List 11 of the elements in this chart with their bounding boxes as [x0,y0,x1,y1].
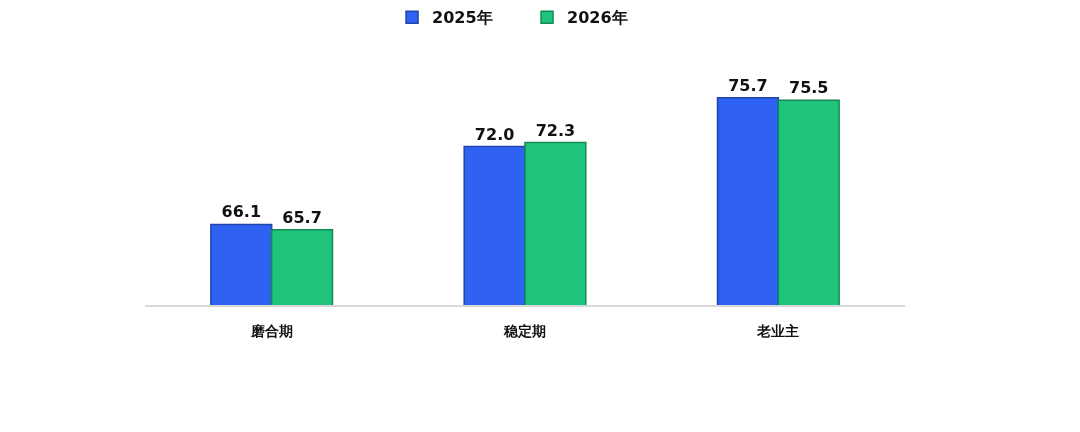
x-tick-label: 老业主 [756,322,800,339]
data-label: 66.1 [221,202,262,222]
x-tick-label: 磨合期 [249,322,293,339]
x-tick-label: 稳定期 [503,322,546,339]
data-label: 75.5 [788,78,829,98]
legend-label: 2025年 [432,8,493,28]
legend-label: 2026年 [567,8,628,28]
data-label: 72.0 [474,124,515,144]
data-label: 72.3 [535,120,576,140]
data-label: 65.7 [282,207,322,227]
data-label: 75.7 [728,75,768,95]
